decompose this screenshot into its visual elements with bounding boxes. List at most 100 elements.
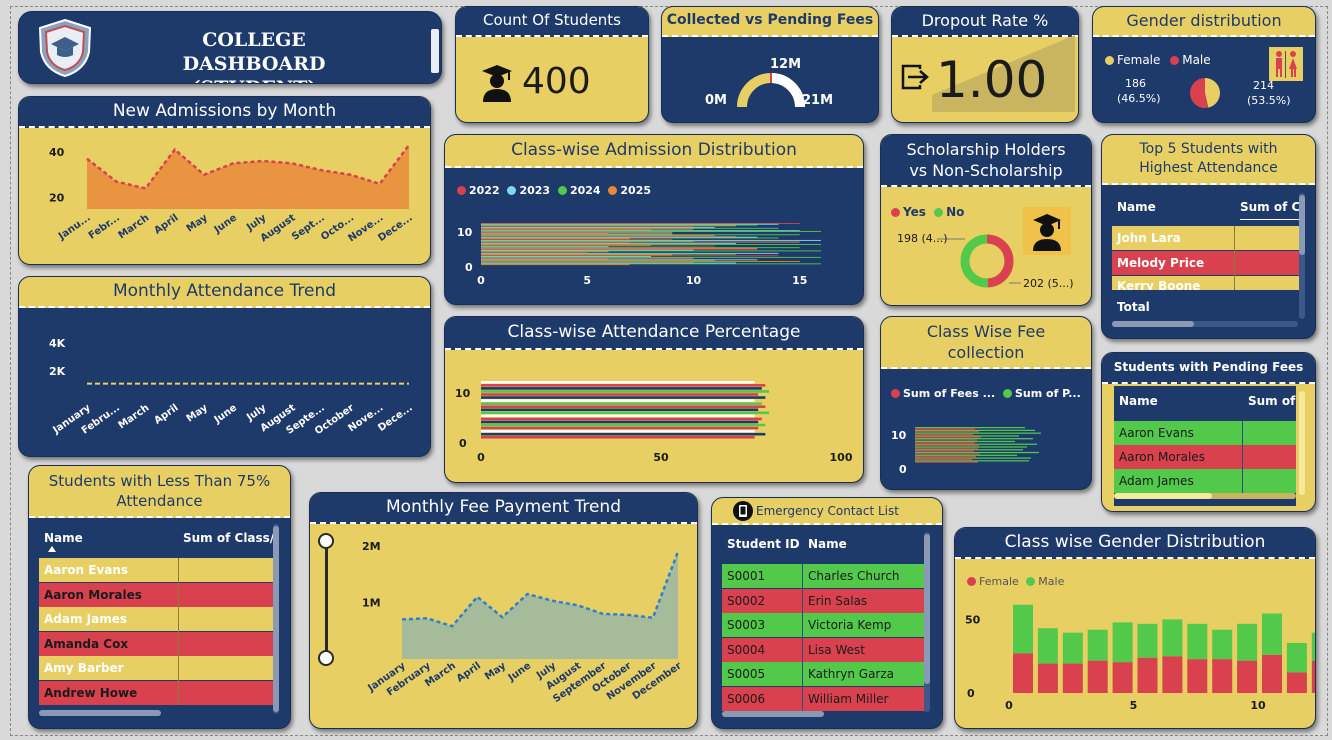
y-tick-label: 0 [465,261,473,274]
top5-horizontal-scroll-thumb[interactable] [1112,321,1194,327]
scholarship-title: Scholarship Holders vs Non-Scholarship [881,135,1091,187]
graduate-icon [1023,207,1071,255]
pending-col-sum[interactable]: Sum of [1248,394,1296,408]
low-att-row-name: Amy Barber [44,661,124,675]
table-row[interactable]: Amanda Cox [39,632,273,656]
emergency-col-name[interactable]: Name [808,537,847,551]
fees-gauge-title: Collected vs Pending Fees [662,7,878,37]
fee-pending-bar [915,427,1025,429]
fee-trend-card[interactable]: Monthly Fee Payment Trend 1M 2M January Feb… [309,492,698,729]
top5-vertical-scroll-thumb[interactable] [1299,195,1305,255]
fee-pending-bar [915,457,1031,459]
admissions-card[interactable]: New Admissions by Month 20 40 Janu... Febr.… [18,96,431,265]
scholarship-card[interactable]: Scholarship Holders vs Non-Scholarship Y… [880,134,1092,306]
x-tick-label: 0 [477,274,485,287]
table-row[interactable]: S0006 William Miller [722,687,926,711]
top5-horizontal-scrollbar[interactable] [1112,321,1298,327]
female-bar [1212,659,1233,693]
class-gender-card[interactable]: Class wise Gender Distribution Female Ma… [954,527,1316,729]
table-row[interactable]: S0003 Victoria Kemp [722,613,926,637]
pending-col-name[interactable]: Name [1119,394,1158,408]
count-students-card[interactable]: Count Of Students 400 [455,6,649,123]
low-attendance-card[interactable]: Students with Less Than 75% Attendance N… [28,465,291,729]
x-tick-label: Febr... [87,212,122,241]
emergency-horizontal-scroll-thumb[interactable] [722,711,824,717]
table-row[interactable]: S0004 Lisa West [722,638,926,662]
table-row[interactable]: S0005 Kathryn Garza [722,662,926,686]
pending-vertical-scrollbar[interactable] [1299,391,1305,495]
table-row[interactable]: S0001 Charles Church [722,564,926,588]
table-row[interactable]: Aaron Evans [1114,421,1296,445]
fee-trend-slider-track[interactable] [325,539,328,659]
x-tick-label: March [117,212,152,241]
fee-collected-bar [915,444,979,447]
admission-bar [481,230,800,232]
emergency-vertical-scroll-thumb[interactable] [924,534,930,684]
pending-horizontal-scroll-thumb[interactable] [1114,493,1212,499]
legend-dot-no [934,208,944,217]
fee-collected-bar [915,450,974,452]
top5-table: Name Sum of C John Lara Melody Price Ker… [1112,193,1302,323]
low-att-vertical-scroll-thumb[interactable] [273,526,279,712]
top5-col-sum[interactable]: Sum of C [1240,195,1301,220]
table-row[interactable]: Aaron Evans [39,558,273,582]
legend-dot-female [1105,56,1114,65]
top5-vertical-scrollbar[interactable] [1299,193,1305,319]
emergency-col-id[interactable]: Student ID [727,537,800,551]
emergency-row-id: S0005 [727,667,766,681]
admission-bar [481,237,779,239]
low-att-row-name: Aaron Morales [44,588,142,602]
dropout-card[interactable]: Dropout Rate % 1.00 [891,6,1079,123]
male-bar [1311,632,1315,661]
admission-bar [481,253,736,255]
legend-yes: Yes [903,205,926,219]
scholarship-title-line-2: vs Non-Scholarship [909,161,1063,180]
table-row[interactable]: John Lara [1112,226,1302,250]
gender-distribution-card[interactable]: Gender distribution Female Male 186 (46.… [1092,6,1316,123]
gauge-min-label: 0M [705,93,727,108]
pending-row-name: Aaron Evans [1119,426,1194,440]
table-row[interactable]: Melody Price [1112,251,1302,275]
admission-bar [481,239,821,241]
female-bar [1262,654,1282,693]
fee-collection-card[interactable]: Class Wise Fee collection Sum of Fees ..… [880,316,1092,490]
table-row[interactable]: Adam James [39,607,273,631]
legend-2025: 2025 [620,184,652,197]
table-row[interactable]: S0002 Erin Salas [722,589,926,613]
female-bar [1286,672,1307,693]
dashboard-title: COLLEGE DASHBOARD (STUDENT) [129,28,379,83]
top5-card[interactable]: Top 5 Students with Highest Attendance N… [1101,134,1316,339]
low-att-horizontal-scroll-thumb[interactable] [39,710,161,716]
pending-fees-card[interactable]: Students with Pending Fees Name Sum of A… [1101,352,1316,512]
y-tick-label: 4K [49,337,66,350]
admission-bar [481,227,715,228]
attendance-bar [481,402,762,405]
attendance-trend-card[interactable]: Monthly Attendance Trend 2K 4K January Febr… [18,276,431,457]
legend-dot-2025 [608,186,618,195]
attendance-bar [481,417,762,421]
low-att-col-sum[interactable]: Sum of Class/ [183,531,275,545]
fee-collected-bar [915,436,981,438]
table-row[interactable]: Andrew Howe [39,681,273,705]
low-att-col-name[interactable]: Name [44,531,83,545]
attendance-bar [481,411,769,415]
table-row[interactable]: Kerry Boone [1112,276,1302,290]
class-attendance-card[interactable]: Class-wise Attendance Percentage 0 50 100 0… [444,316,864,483]
fee-trend-slider-handle-bottom[interactable] [318,650,334,666]
table-row[interactable]: Aaron Morales [39,583,273,607]
y-tick-label: 0 [459,437,467,450]
fee-trend-slider-handle-top[interactable] [318,533,334,549]
pending-col-divider [1242,421,1243,493]
x-tick-label: June [212,402,240,426]
low-att-col-divider [178,558,179,705]
fees-gauge-card[interactable]: Collected vs Pending Fees 0M 12M 21M [661,6,879,123]
table-row[interactable]: Amy Barber [39,656,273,680]
low-att-row-name: Aaron Evans [44,563,129,577]
sort-ascending-icon[interactable] [48,546,56,552]
table-row[interactable]: Aaron Morales [1114,445,1296,469]
top5-col-name[interactable]: Name [1117,200,1156,214]
class-admission-card[interactable]: Class-wise Admission Distribution 2022 2… [444,134,864,305]
emergency-contact-card[interactable]: Emergency Contact List Student ID Name S… [711,497,943,729]
table-row[interactable]: Adam James [1114,469,1296,493]
low-attendance-table: Name Sum of Class/ Aaron Evans Aaron Mor… [39,524,275,714]
